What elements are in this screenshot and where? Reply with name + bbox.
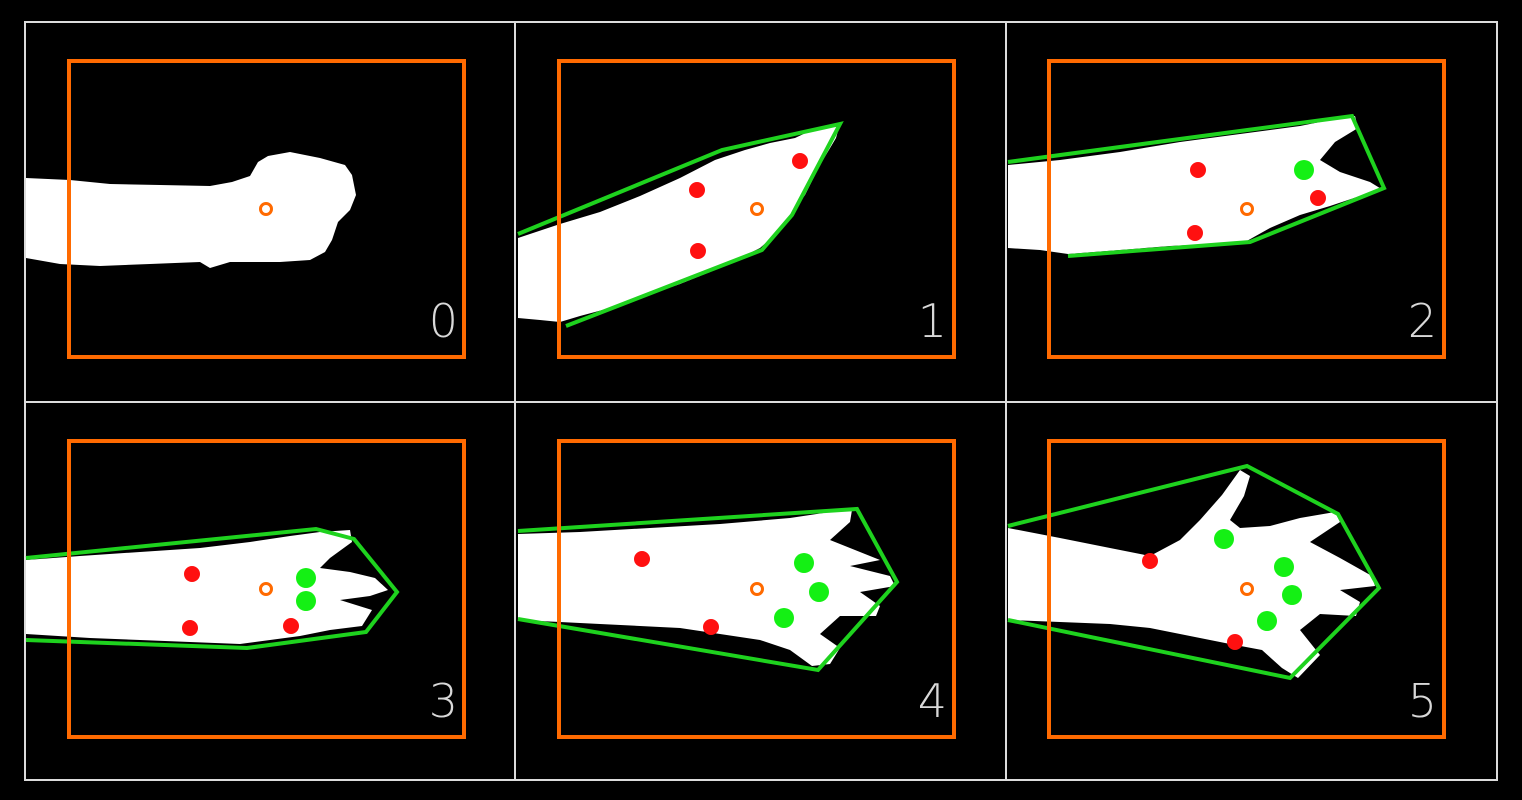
- roi-box: [1047, 439, 1446, 739]
- panel-2: 2: [1007, 59, 1446, 359]
- center-marker: [750, 202, 764, 216]
- center-marker: [259, 202, 273, 216]
- hand-mask: [518, 510, 895, 666]
- panel-0: 0: [26, 59, 466, 359]
- hand-mask: [518, 124, 840, 322]
- convex-hull: [517, 121, 844, 328]
- fingertip-marker: [1257, 611, 1277, 631]
- hand-mask: [1008, 470, 1375, 678]
- hand-mask: [26, 152, 356, 268]
- defect-point: [690, 243, 706, 259]
- defect-point: [1310, 190, 1326, 206]
- convex-hull: [25, 526, 400, 651]
- panel-4: 4: [517, 439, 956, 739]
- fingertip-marker: [794, 553, 814, 573]
- defect-point: [1227, 634, 1243, 650]
- panel-label: 0: [429, 294, 458, 348]
- fingertip-marker: [1214, 529, 1234, 549]
- roi-box: [67, 439, 466, 739]
- panel-label: 2: [1408, 294, 1437, 348]
- center-marker: [259, 582, 273, 596]
- hand-mask: [1008, 116, 1383, 254]
- defect-point: [1187, 225, 1203, 241]
- fingertip-marker: [1282, 585, 1302, 605]
- hand-mask: [26, 530, 388, 644]
- defect-point: [792, 153, 808, 169]
- fingertip-marker: [774, 608, 794, 628]
- center-marker: [1240, 202, 1254, 216]
- grid-lines: [24, 21, 1498, 781]
- fingertip-marker: [296, 568, 316, 588]
- convex-hull: [517, 506, 900, 673]
- fingertip-marker: [1294, 160, 1314, 180]
- roi-box: [557, 439, 956, 739]
- defect-point: [184, 566, 200, 582]
- defect-point: [182, 620, 198, 636]
- panel-label: 4: [918, 674, 947, 728]
- panel-1: 1: [517, 59, 956, 359]
- panel-label: 5: [1408, 674, 1437, 728]
- fingertip-marker: [1274, 557, 1294, 577]
- panel-5: 5: [1007, 439, 1446, 739]
- center-marker: [1240, 582, 1254, 596]
- defect-point: [1190, 162, 1206, 178]
- roi-box: [1047, 59, 1446, 359]
- convex-hull: [1007, 113, 1387, 258]
- defect-point: [1142, 553, 1158, 569]
- defect-point: [634, 551, 650, 567]
- panel-label: 3: [429, 674, 458, 728]
- fingertip-marker: [296, 591, 316, 611]
- defect-point: [689, 182, 705, 198]
- roi-box: [67, 59, 466, 359]
- convex-hull: [1007, 463, 1382, 681]
- defect-point: [283, 618, 299, 634]
- panel-3: 3: [25, 439, 466, 739]
- roi-box: [557, 59, 956, 359]
- fingertip-marker: [809, 582, 829, 602]
- panel-label: 1: [918, 294, 947, 348]
- center-marker: [750, 582, 764, 596]
- defect-point: [703, 619, 719, 635]
